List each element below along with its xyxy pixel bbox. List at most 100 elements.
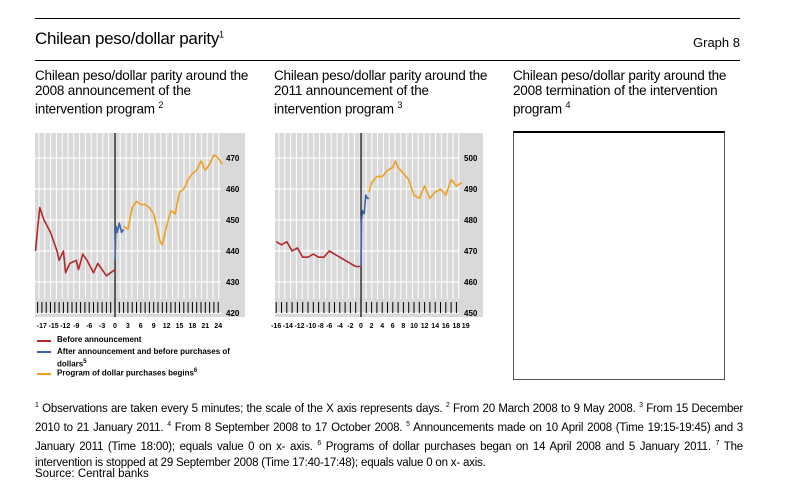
footnote-text: Announcements made on 10 April 2008 (Tim… — [35, 422, 743, 454]
legend-label: After announcement and before purchases … — [57, 346, 247, 370]
x-tick-label: -9 — [73, 323, 79, 330]
x-tick-label: 0 — [113, 323, 117, 330]
y-tick-label: 490 — [464, 185, 478, 194]
y-tick-label: 470 — [226, 154, 240, 163]
footnote: 2 From 20 March 2008 to 9 May 2008. — [445, 402, 640, 415]
legend-item-program: Program of dollar purchases begins6 — [35, 368, 247, 379]
y-tick-label: 460 — [226, 185, 240, 194]
x-tick-label: 18 — [453, 323, 461, 330]
y-tick-label: 420 — [226, 309, 240, 318]
legend-note: 6 — [193, 368, 198, 374]
x-tick-label: -16 — [271, 323, 281, 330]
x-tick-label: -2 — [347, 323, 353, 330]
series-line-program-of-dollar-purchases-begins — [368, 160, 463, 200]
footnote: 4 From 8 September 2008 to 17 October 20… — [167, 421, 407, 435]
series-line-after-announcement-and-before-purchases-of-dollars — [360, 194, 369, 267]
plot-background — [275, 133, 483, 317]
graph-number: Graph 8 — [693, 35, 740, 50]
x-tick-label: 19 — [462, 323, 470, 330]
panel-3-title: Chilean peso/dollar parity around the 20… — [513, 68, 748, 117]
x-tick-label: 12 — [163, 323, 171, 330]
footnotes: 1 Observations are taken every 5 minutes… — [35, 398, 743, 471]
y-tick-label: 430 — [226, 278, 240, 287]
legend-note: 5 — [83, 359, 87, 365]
footnote-number: 4 — [167, 421, 171, 429]
x-tick-label: 14 — [431, 323, 439, 330]
x-tick-label: 8 — [401, 323, 405, 330]
footnote: 3 From 15 December 2010 to 21 January 20… — [35, 402, 743, 434]
footnote: 1 Observations are taken every 5 minutes… — [35, 402, 446, 415]
series-line-after-announcement-and-before-purchases-of-dollars — [114, 222, 125, 261]
legend-label: Before announcement — [57, 335, 142, 344]
panel-2-title: Chilean peso/dollar parity around the 20… — [274, 68, 499, 117]
x-tick-label: 12 — [421, 323, 429, 330]
y-tick-label: 440 — [226, 247, 240, 256]
footnote: 5 Announcements made on 10 April 2008 (T… — [35, 421, 743, 454]
footnote-text: The intervention is stopped at 29 Septem… — [35, 441, 743, 469]
series-line-program-of-dollar-purchases-begins — [123, 154, 224, 246]
footnote-text: From 8 September 2008 to 17 October 2008… — [170, 422, 407, 435]
x-tick-label: 24 — [214, 323, 222, 330]
graph-title-text: Chilean peso/dollar parity — [35, 29, 220, 48]
x-tick-label: 4 — [380, 323, 384, 330]
legend-swatch — [37, 373, 51, 375]
footnote-text: Observations are taken every 5 minutes; … — [38, 402, 446, 415]
graph-title-note: 1 — [219, 29, 224, 40]
footnote-number: 5 — [406, 421, 410, 429]
y-tick-label: 450 — [226, 216, 240, 225]
y-tick-label: 470 — [464, 247, 478, 256]
panel-2-title-text: Chilean peso/dollar parity around the 20… — [274, 68, 488, 117]
panel-3-note: 4 — [565, 100, 571, 110]
x-tick-label: 2 — [370, 323, 374, 330]
x-tick-label: 3 — [126, 323, 130, 330]
legend-label-text: Program of dollar purchases begins — [57, 368, 194, 378]
series-line-before-announcement — [275, 240, 361, 268]
x-tick-label: -14 — [283, 323, 293, 330]
x-tick-label: -6 — [326, 323, 332, 330]
legend-item-before: Before announcement — [35, 335, 247, 346]
footnote-text: Programs of dollar purchases began on 14… — [321, 441, 716, 454]
panel-2-note: 3 — [397, 100, 403, 110]
y-tick-label: 460 — [464, 278, 478, 287]
y-tick-label: 500 — [464, 154, 478, 163]
x-tick-label: 6 — [139, 323, 143, 330]
panel-3-title-text: Chilean peso/dollar parity around the 20… — [513, 68, 727, 117]
footnote-number: 3 — [639, 402, 643, 409]
footnote-text: From 20 March 2008 to 9 May 2008. — [449, 402, 640, 415]
footnote-number: 7 — [715, 440, 720, 448]
legend-label-text: After announcement and before purchases … — [57, 347, 230, 369]
x-tick-label: 0 — [359, 323, 363, 330]
x-tick-label: -10 — [306, 323, 316, 330]
x-tick-label: -12 — [294, 323, 304, 330]
x-tick-label: 10 — [410, 323, 418, 330]
panel-1-note: 2 — [158, 100, 164, 110]
chart-2008-termination-empty — [513, 131, 725, 380]
x-tick-label: -15 — [49, 323, 59, 330]
series-line-before-announcement — [34, 206, 116, 277]
legend-swatch — [37, 351, 51, 353]
x-tick-label: 18 — [189, 323, 197, 330]
footnote-number: 6 — [317, 440, 322, 448]
source: Source: Central banks — [35, 468, 149, 480]
footnote: 6 Programs of dollar purchases began on … — [317, 440, 716, 454]
legend: Before announcement After announcement a… — [35, 335, 247, 379]
legend-item-after: After announcement and before purchases … — [35, 346, 247, 370]
x-tick-label: 6 — [391, 323, 395, 330]
panel-1-title: Chilean peso/dollar parity around the 20… — [35, 68, 260, 117]
x-tick-label: 21 — [201, 323, 209, 330]
y-tick-label: 480 — [464, 216, 478, 225]
graph-title: Chilean peso/dollar parity1 — [35, 29, 224, 49]
panel-1-title-text: Chilean peso/dollar parity around the 20… — [35, 68, 249, 117]
top-rule — [35, 18, 740, 19]
footnote-number: 1 — [35, 402, 39, 409]
x-tick-label: -3 — [99, 323, 105, 330]
legend-label: Program of dollar purchases begins6 — [57, 368, 197, 378]
x-tick-label: -8 — [318, 323, 324, 330]
header-rule — [35, 60, 740, 61]
x-tick-label: 16 — [442, 323, 450, 330]
x-tick-label: 15 — [176, 323, 184, 330]
footnote-number: 2 — [445, 402, 450, 409]
x-tick-label: -6 — [86, 323, 92, 330]
